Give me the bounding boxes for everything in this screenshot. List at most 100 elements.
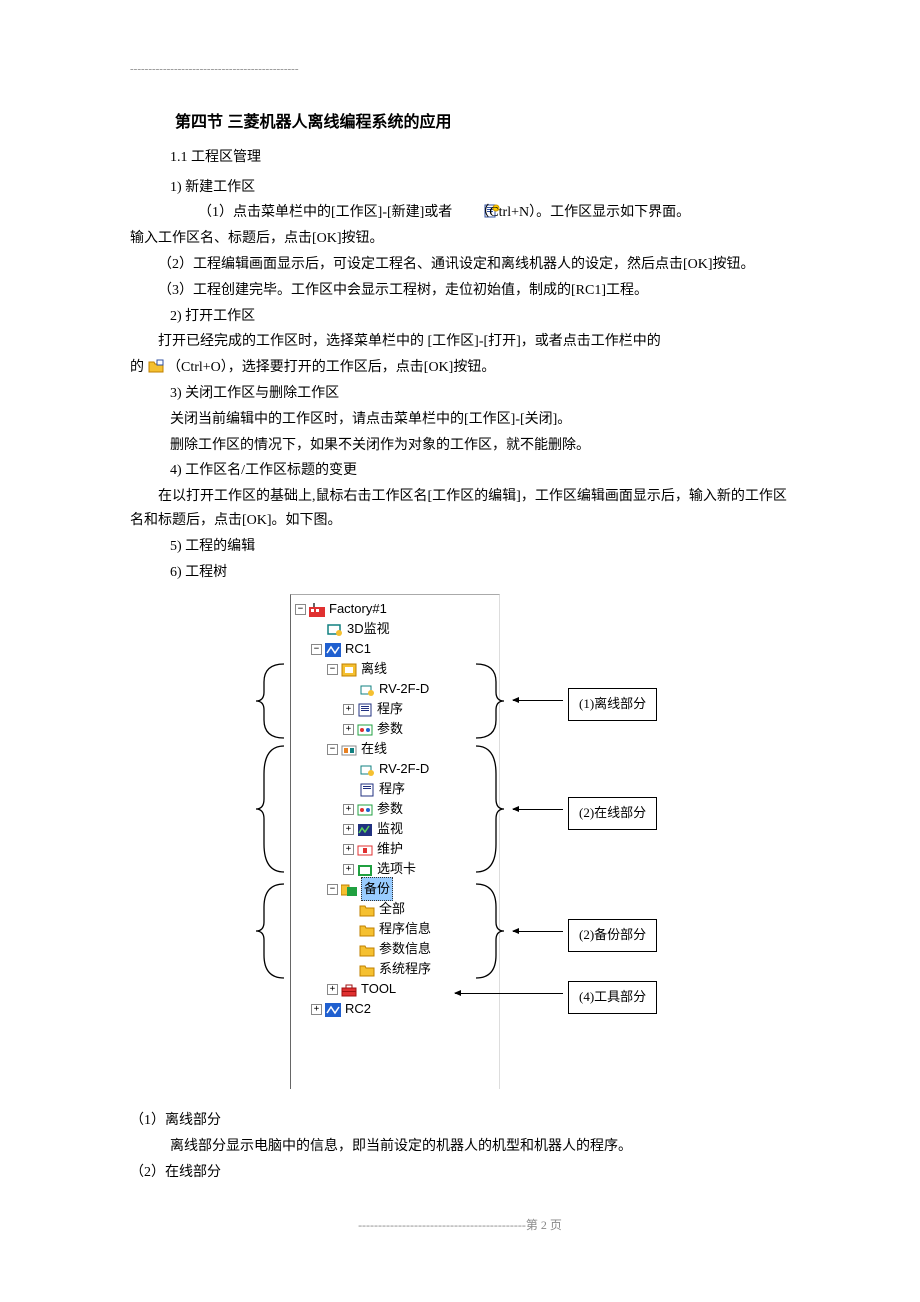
section-title: 第四节 三菱机器人离线编程系统的应用: [175, 109, 790, 136]
footer-rule: ----------------------------------------…: [358, 1218, 526, 1232]
tree-label: 维护: [377, 838, 403, 860]
item-5: 5) 工程的编辑: [170, 535, 790, 559]
bottom-text-1: 离线部分显示电脑中的信息，即当前设定的机器人的机型和机器人的程序。: [170, 1135, 790, 1159]
collapse-icon[interactable]: −: [311, 644, 322, 655]
callout-backup: (2)备份部分: [568, 919, 657, 951]
folder-icon: [359, 922, 375, 936]
tree-row-paraminfo[interactable]: 参数信息: [295, 939, 499, 959]
folder-icon: [359, 902, 375, 916]
paragraph-4: （3）工程创建完毕。工作区中会显示工程树，走位初始值，制成的[RC1]工程。: [130, 279, 790, 303]
arrow-backup: [513, 931, 563, 932]
callout-tool: (4)工具部分: [568, 981, 657, 1013]
top-separator: ----------------------------------------…: [130, 60, 790, 79]
tree-label: 3D监视: [347, 618, 390, 640]
item-2: 2) 打开工作区: [170, 305, 790, 329]
tree-label: 在线: [361, 738, 387, 760]
tree-row-monitor[interactable]: + 监视: [295, 819, 499, 839]
p1-text-a: （1）点击菜单栏中的[工作区]-[新建]或者: [198, 205, 452, 220]
tree-row-all[interactable]: 全部: [295, 899, 499, 919]
toolbox-icon: [341, 982, 357, 996]
paragraph-3: （2）工程编辑画面显示后，可设定工程名、通讯设定和离线机器人的设定，然后点击[O…: [130, 253, 790, 277]
callout-offline: (1)离线部分: [568, 688, 657, 720]
tree-row-rv2[interactable]: RV-2F-D: [295, 759, 499, 779]
paragraph-2: 输入工作区名、标题后，点击[OK]按钮。: [130, 227, 790, 251]
open-folder-icon: [148, 358, 164, 372]
maintenance-icon: [357, 842, 373, 856]
folder-icon: [359, 962, 375, 976]
project-tree-figure: − Factory#1 3D监视 − RC1 − 离: [240, 594, 680, 1089]
p1-text-b: （Ctrl+N）。工作区显示如下界面。: [475, 205, 690, 220]
arrow-offline: [513, 700, 563, 701]
tree-row-rc1[interactable]: − RC1: [295, 639, 499, 659]
factory-icon: [309, 602, 325, 616]
tree-label: 程序: [377, 698, 403, 720]
expand-icon[interactable]: +: [343, 824, 354, 835]
robot-icon: [359, 682, 375, 696]
paragraph-6: 关闭当前编辑中的工作区时，请点击菜单栏中的[工作区]-[关闭]。: [170, 408, 790, 432]
expand-icon[interactable]: +: [343, 864, 354, 875]
paragraph-8: 在以打开工作区的基础上,鼠标右击工作区名[工作区的编辑]，工作区编辑画面显示后，…: [130, 485, 790, 533]
brace-left-offline: [254, 662, 288, 740]
tree-label: 参数: [377, 718, 403, 740]
brace-left-online: [254, 744, 288, 874]
collapse-icon[interactable]: −: [327, 744, 338, 755]
offline-icon: [341, 662, 357, 676]
program-icon: [357, 702, 373, 716]
tree-row-rv1[interactable]: RV-2F-D: [295, 679, 499, 699]
tree-label: 监视: [377, 818, 403, 840]
tree-row-root[interactable]: − Factory#1: [295, 599, 499, 619]
collapse-icon[interactable]: −: [295, 604, 306, 615]
tree-row-param1[interactable]: + 参数: [295, 719, 499, 739]
tree-label: 全部: [379, 898, 405, 920]
tree-row-rc2[interactable]: + RC2: [295, 999, 499, 1019]
footer-page-number: 第 2 页: [526, 1218, 562, 1232]
collapse-icon[interactable]: −: [327, 664, 338, 675]
expand-icon[interactable]: +: [343, 804, 354, 815]
tree-row-tool[interactable]: + TOOL: [295, 979, 499, 999]
program-icon: [359, 782, 375, 796]
document-page: ----------------------------------------…: [0, 0, 920, 1265]
item-6: 6) 工程树: [170, 561, 790, 585]
tree-row-prog1[interactable]: + 程序: [295, 699, 499, 719]
monitor-3d-icon: [327, 622, 343, 636]
tree-row-param2[interactable]: + 参数: [295, 799, 499, 819]
tree-label: 系统程序: [379, 958, 431, 980]
tree-row-option[interactable]: + 选项卡: [295, 859, 499, 879]
bottom-label-2: （2）在线部分: [130, 1161, 790, 1185]
p5-text-a: 打开已经完成的工作区时，选择菜单栏中的 [工作区]-[打开]，或者点击工作栏中的: [158, 334, 661, 349]
controller-icon: [325, 642, 341, 656]
expand-icon[interactable]: +: [327, 984, 338, 995]
arrow-tool: [455, 993, 563, 994]
tree-row-prog2[interactable]: 程序: [295, 779, 499, 799]
brace-right-backup: [472, 882, 506, 980]
tree-label: 参数: [377, 798, 403, 820]
tree-label: 程序信息: [379, 918, 431, 940]
folder-icon: [359, 942, 375, 956]
expand-icon[interactable]: +: [343, 704, 354, 715]
tree-label: TOOL: [361, 978, 396, 1000]
online-icon: [341, 742, 357, 756]
tree-row-maint[interactable]: + 维护: [295, 839, 499, 859]
item-3: 3) 关闭工作区与删除工作区: [170, 382, 790, 406]
arrow-online: [513, 809, 563, 810]
expand-icon[interactable]: +: [343, 724, 354, 735]
tree-label: 程序: [379, 778, 405, 800]
tree-label: RV-2F-D: [379, 678, 429, 700]
collapse-icon[interactable]: −: [327, 884, 338, 895]
brace-right-online: [472, 744, 506, 874]
tree-row-proginfo[interactable]: 程序信息: [295, 919, 499, 939]
tree-label: Factory#1: [329, 598, 387, 620]
option-icon: [357, 862, 373, 876]
tree-row-3d[interactable]: 3D监视: [295, 619, 499, 639]
tree-row-online[interactable]: − 在线: [295, 739, 499, 759]
brace-left-backup: [254, 882, 288, 980]
tree-panel: − Factory#1 3D监视 − RC1 − 离: [290, 594, 500, 1089]
tree-row-backup[interactable]: − 备份: [295, 879, 499, 899]
expand-icon[interactable]: +: [343, 844, 354, 855]
expand-icon[interactable]: +: [311, 1004, 322, 1015]
bottom-label-1: （1）离线部分: [130, 1109, 790, 1133]
parameter-icon: [357, 722, 373, 736]
tree-row-sysprog[interactable]: 系统程序: [295, 959, 499, 979]
tree-row-offline[interactable]: − 离线: [295, 659, 499, 679]
paragraph-7: 删除工作区的情况下，如果不关闭作为对象的工作区，就不能删除。: [170, 434, 790, 458]
